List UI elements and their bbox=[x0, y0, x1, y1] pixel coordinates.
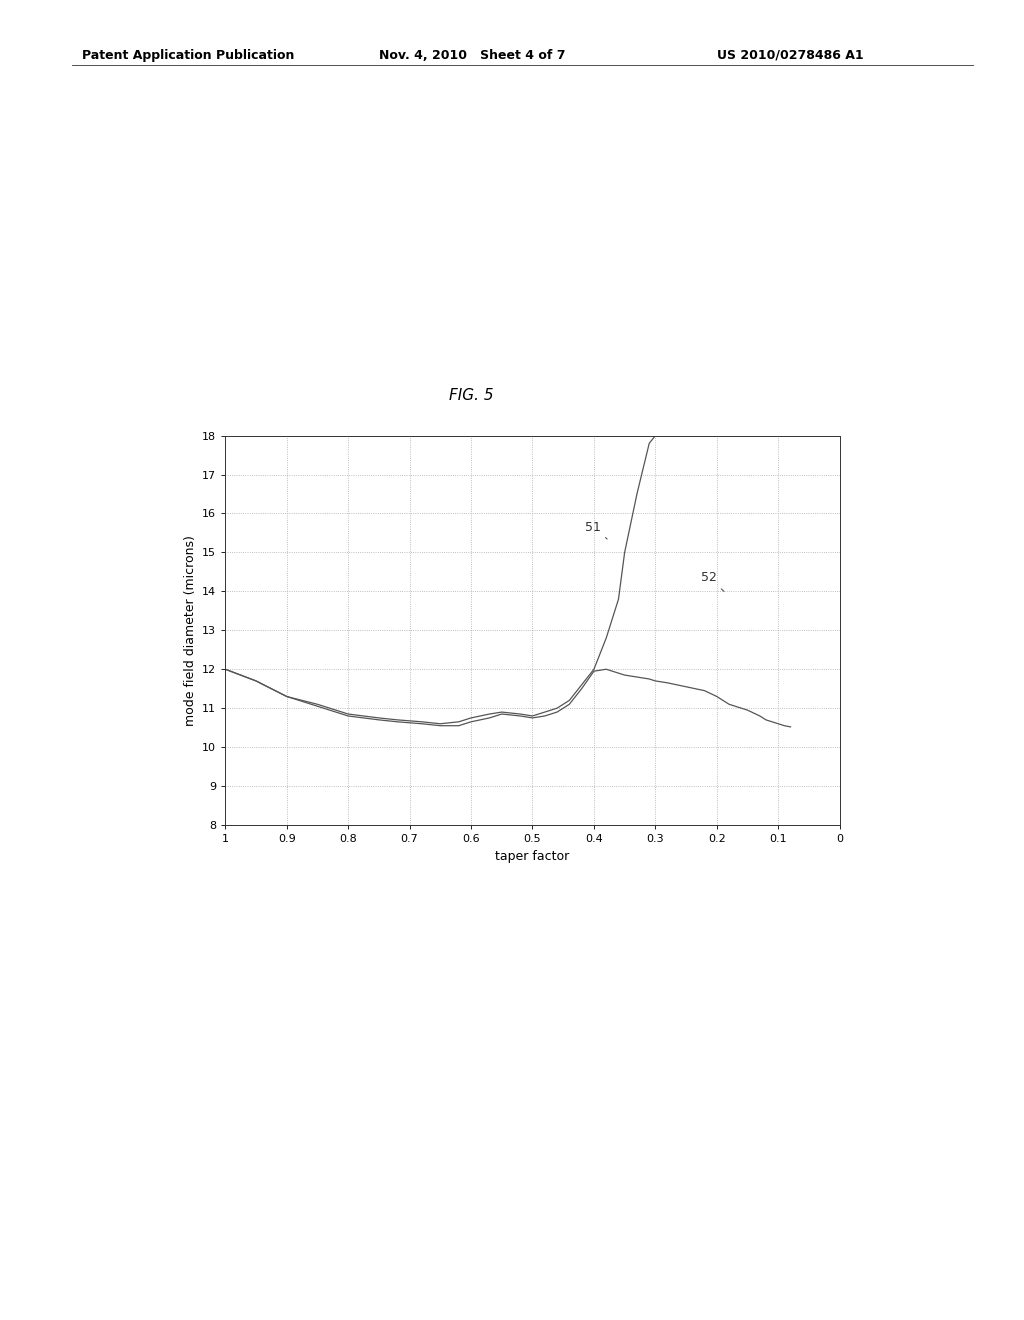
Text: 52: 52 bbox=[701, 572, 724, 591]
Y-axis label: mode field diameter (microns): mode field diameter (microns) bbox=[183, 535, 197, 726]
Text: Patent Application Publication: Patent Application Publication bbox=[82, 49, 294, 62]
Text: US 2010/0278486 A1: US 2010/0278486 A1 bbox=[717, 49, 863, 62]
X-axis label: taper factor: taper factor bbox=[496, 850, 569, 862]
Text: Nov. 4, 2010   Sheet 4 of 7: Nov. 4, 2010 Sheet 4 of 7 bbox=[379, 49, 565, 62]
Text: FIG. 5: FIG. 5 bbox=[449, 388, 494, 403]
Text: 51: 51 bbox=[585, 520, 607, 539]
